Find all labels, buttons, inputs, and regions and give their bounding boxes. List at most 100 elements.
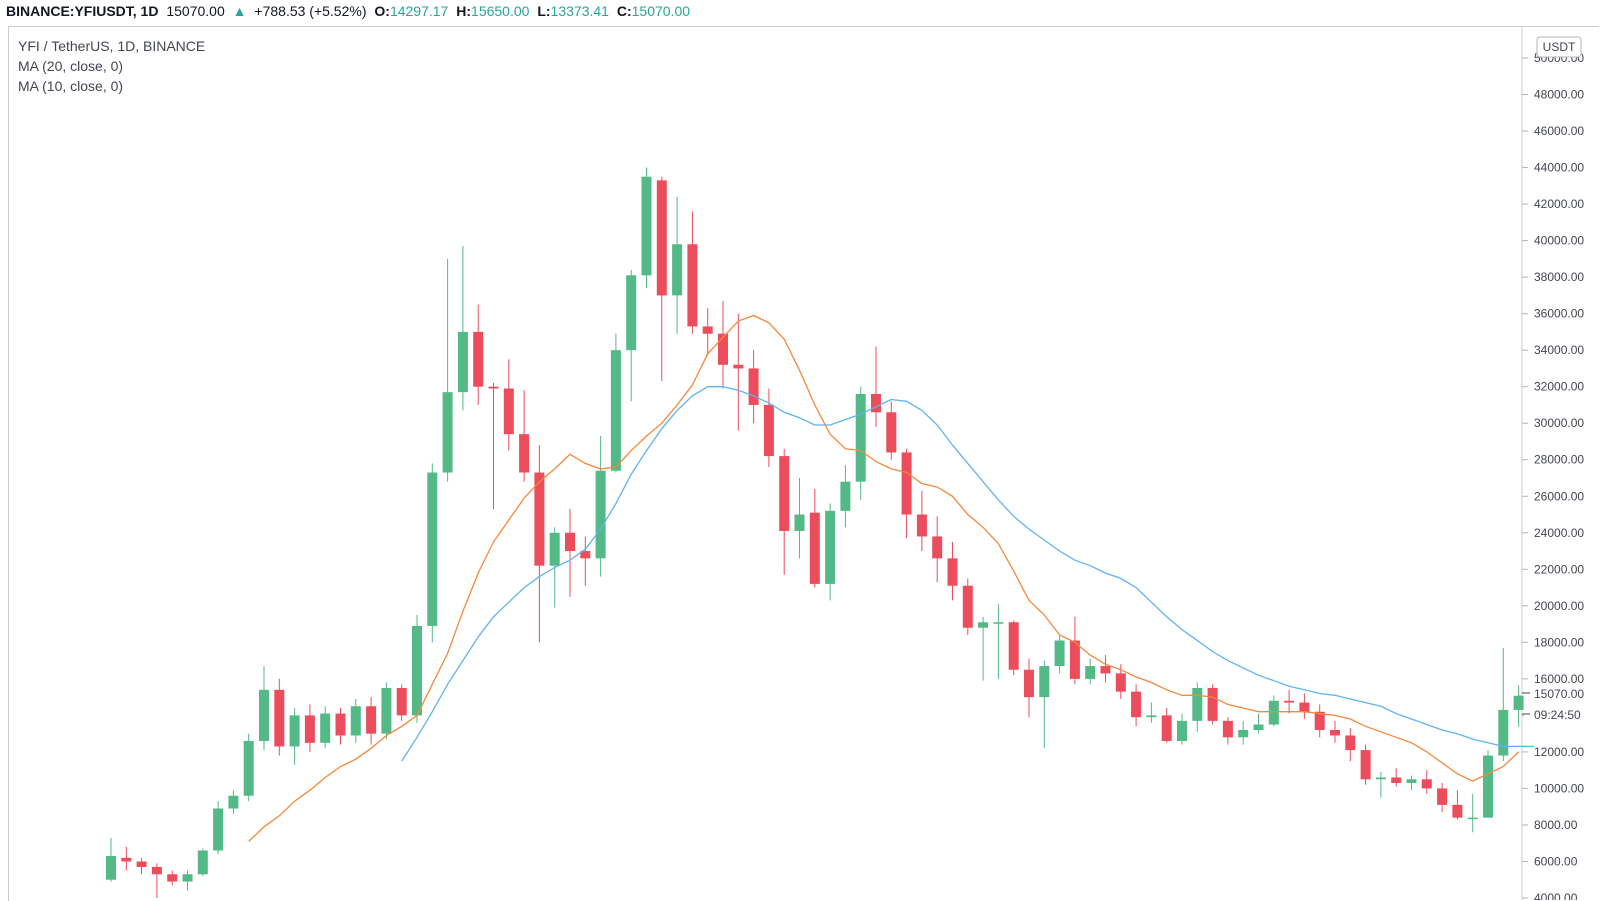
candle[interactable] bbox=[488, 383, 499, 510]
candle[interactable] bbox=[473, 304, 484, 405]
candle[interactable] bbox=[916, 490, 927, 552]
candle[interactable] bbox=[932, 516, 943, 583]
close-value: 15070.00 bbox=[631, 3, 691, 19]
candle[interactable] bbox=[1314, 704, 1325, 738]
candle[interactable] bbox=[626, 269, 637, 402]
candle[interactable] bbox=[1069, 616, 1080, 685]
candle[interactable] bbox=[871, 346, 881, 427]
candle[interactable] bbox=[779, 448, 790, 575]
candle[interactable] bbox=[243, 733, 254, 802]
candle[interactable] bbox=[381, 682, 392, 740]
candle[interactable] bbox=[947, 541, 958, 601]
candle[interactable] bbox=[610, 333, 621, 473]
candle[interactable] bbox=[978, 616, 989, 681]
candle[interactable] bbox=[412, 614, 422, 723]
candle[interactable] bbox=[1161, 708, 1172, 743]
candle[interactable] bbox=[1284, 689, 1295, 714]
candle[interactable] bbox=[1513, 685, 1524, 727]
candle[interactable] bbox=[289, 708, 300, 765]
candle[interactable] bbox=[855, 386, 866, 500]
candle[interactable] bbox=[1406, 775, 1417, 791]
chart-pane[interactable] bbox=[8, 26, 1599, 901]
candle[interactable] bbox=[1177, 713, 1187, 745]
candle[interactable] bbox=[718, 300, 728, 389]
candle[interactable] bbox=[1330, 720, 1340, 743]
candle[interactable] bbox=[962, 578, 973, 636]
candle[interactable] bbox=[1391, 768, 1402, 787]
candle[interactable] bbox=[1299, 693, 1310, 720]
candle[interactable] bbox=[595, 436, 606, 577]
candle[interactable] bbox=[702, 308, 713, 356]
legend-ma10[interactable]: MA (10, close, 0) bbox=[18, 78, 124, 94]
candle[interactable] bbox=[457, 246, 468, 411]
candle[interactable] bbox=[442, 258, 453, 482]
candle[interactable] bbox=[565, 509, 575, 597]
candle[interactable] bbox=[167, 870, 178, 886]
candle[interactable] bbox=[886, 401, 897, 460]
candle[interactable] bbox=[1238, 720, 1249, 745]
candle[interactable] bbox=[1054, 635, 1065, 674]
legend-title[interactable]: YFI / TetherUS, 1D, BINANCE bbox=[18, 38, 206, 54]
candle[interactable] bbox=[1192, 682, 1203, 732]
candle[interactable] bbox=[641, 167, 652, 289]
candle-body-down bbox=[167, 874, 178, 882]
candle[interactable] bbox=[1207, 684, 1218, 725]
candle[interactable] bbox=[1100, 655, 1111, 683]
candle[interactable] bbox=[304, 704, 315, 752]
candle[interactable] bbox=[366, 697, 377, 745]
candle[interactable] bbox=[182, 870, 193, 891]
candle[interactable] bbox=[763, 388, 774, 468]
candle[interactable] bbox=[1008, 620, 1019, 676]
candle[interactable] bbox=[1039, 660, 1050, 749]
candle[interactable] bbox=[794, 478, 805, 559]
candle[interactable] bbox=[274, 678, 285, 756]
candle[interactable] bbox=[825, 503, 836, 601]
candle[interactable] bbox=[901, 448, 912, 539]
candle[interactable] bbox=[1437, 782, 1448, 813]
candle[interactable] bbox=[809, 488, 820, 588]
candle[interactable] bbox=[121, 846, 132, 871]
candle[interactable] bbox=[672, 196, 683, 334]
candle[interactable] bbox=[350, 698, 361, 743]
candle[interactable] bbox=[259, 666, 269, 751]
candle[interactable] bbox=[1268, 695, 1279, 727]
candle[interactable] bbox=[733, 313, 744, 431]
candle[interactable] bbox=[228, 790, 239, 814]
candle[interactable] bbox=[503, 359, 514, 451]
candle[interactable] bbox=[1345, 728, 1356, 762]
candle[interactable] bbox=[1024, 658, 1034, 718]
candle[interactable] bbox=[534, 445, 545, 643]
candle[interactable] bbox=[151, 863, 162, 898]
candle[interactable] bbox=[656, 176, 667, 382]
candle[interactable] bbox=[1483, 750, 1493, 818]
candle[interactable] bbox=[1375, 772, 1386, 798]
candle[interactable] bbox=[1467, 793, 1478, 833]
candle[interactable] bbox=[1421, 770, 1432, 794]
candle[interactable] bbox=[197, 848, 208, 877]
candle[interactable] bbox=[993, 604, 1004, 679]
candle[interactable] bbox=[427, 463, 438, 643]
candle[interactable] bbox=[1085, 658, 1096, 685]
candle[interactable] bbox=[1498, 647, 1509, 762]
candle[interactable] bbox=[213, 801, 224, 855]
candle[interactable] bbox=[1452, 790, 1463, 820]
currency-box[interactable] bbox=[1536, 36, 1582, 58]
symbol-label[interactable]: BINANCE:YFIUSDT, 1D bbox=[6, 3, 159, 19]
legend-ma20[interactable]: MA (20, close, 0) bbox=[18, 58, 124, 74]
candle[interactable] bbox=[580, 536, 591, 586]
candle[interactable] bbox=[320, 706, 331, 749]
candle[interactable] bbox=[687, 211, 698, 334]
candle[interactable] bbox=[396, 684, 407, 721]
candle[interactable] bbox=[748, 350, 759, 424]
candle[interactable] bbox=[106, 837, 116, 882]
candle[interactable] bbox=[840, 465, 851, 528]
candle[interactable] bbox=[1146, 702, 1157, 723]
candle[interactable] bbox=[136, 857, 147, 875]
candle[interactable] bbox=[1253, 713, 1264, 734]
candle[interactable] bbox=[1131, 684, 1142, 727]
candle[interactable] bbox=[519, 390, 530, 482]
candle[interactable] bbox=[1222, 717, 1233, 745]
candle[interactable] bbox=[335, 708, 346, 745]
candle[interactable] bbox=[1360, 744, 1371, 785]
